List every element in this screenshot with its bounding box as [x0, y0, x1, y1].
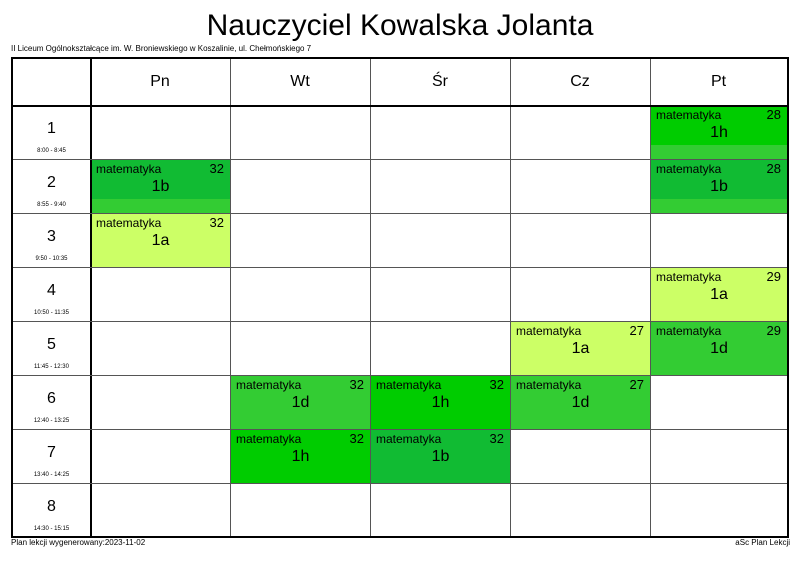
lesson-room: 32 [489, 377, 504, 392]
page-title: Nauczyciel Kowalska Jolanta [206, 9, 594, 42]
period-header: 7 13:40 - 14:25 [13, 429, 90, 483]
lesson-room: 29 [766, 323, 781, 338]
lesson-band [91, 199, 230, 213]
lesson-class: 1d [710, 340, 728, 357]
period-time: 13:40 - 14:25 [33, 472, 70, 478]
period-number: 8 [47, 498, 56, 515]
timetable-grid: matematyka 28 1h matematyka 32 1b matematyka 28… [11, 57, 789, 538]
lesson-class: 1a [151, 232, 170, 249]
lesson-subject: matematyka [376, 432, 442, 446]
lesson-room: 32 [209, 215, 224, 230]
lesson-room: 27 [629, 377, 644, 392]
lesson-cell[interactable]: matematyka 29 1d [651, 322, 787, 375]
period-time: 14:30 - 15:15 [33, 526, 70, 532]
lesson-cell[interactable]: matematyka 28 1b [651, 160, 787, 213]
period-time: 9:50 - 10:35 [35, 256, 68, 262]
lesson-class: 1a [571, 340, 590, 357]
lesson-subject: matematyka [656, 270, 722, 284]
period-time: 11:45 - 12:30 [34, 364, 69, 370]
generated-date: Plan lekcji wygenerowany:2023-11-02 [11, 538, 146, 547]
period-header: 3 9:50 - 10:35 [13, 213, 90, 267]
grid-hline [13, 159, 787, 160]
grid-hline [13, 429, 787, 430]
grid-hline [13, 213, 787, 214]
app-brand: aSc Plan Lekcji [735, 538, 790, 547]
lesson-room: 32 [489, 431, 504, 446]
period-number: 1 [47, 120, 56, 137]
period-number: 6 [47, 390, 56, 407]
period-header: 4 10:50 - 11:35 [13, 267, 90, 321]
period-header: 1 8:00 - 8:45 [13, 105, 90, 159]
lesson-room: 32 [349, 431, 364, 446]
lesson-subject: matematyka [656, 324, 722, 338]
lesson-room: 29 [766, 269, 781, 284]
lesson-subject: matematyka [376, 378, 442, 392]
period-header: 6 12:40 - 13:25 [13, 375, 90, 429]
lesson-subject: matematyka [96, 162, 162, 176]
day-header: Pn [150, 73, 170, 90]
lesson-subject: matematyka [236, 432, 302, 446]
period-number: 5 [47, 336, 56, 353]
period-header: 2 8:55 - 9:40 [13, 159, 90, 213]
lesson-cell[interactable]: matematyka 32 1h [371, 376, 510, 429]
lesson-cell[interactable]: matematyka 32 1h [231, 430, 370, 483]
school-name: II Liceum Ogólnokształcące im. W. Bronie… [11, 44, 312, 53]
period-number: 3 [47, 228, 56, 245]
lesson-subject: matematyka [516, 324, 582, 338]
lesson-subject: matematyka [656, 162, 722, 176]
grid-hline [13, 105, 787, 107]
grid-hline [13, 483, 787, 484]
lesson-cell[interactable]: matematyka 27 1a [511, 322, 650, 375]
period-number: 2 [47, 174, 56, 191]
lesson-subject: matematyka [236, 378, 302, 392]
grid-hline [13, 267, 787, 268]
lesson-class: 1b [151, 178, 170, 195]
grid-hline [13, 375, 787, 376]
lesson-band [651, 145, 787, 159]
lesson-cell[interactable]: matematyka 32 1a [91, 214, 230, 267]
lesson-class: 1b [431, 448, 450, 465]
lesson-subject: matematyka [96, 216, 162, 230]
day-header: Śr [432, 73, 448, 90]
lesson-cell[interactable]: matematyka 27 1d [511, 376, 650, 429]
lesson-cell[interactable]: matematyka 29 1a [651, 268, 787, 321]
period-time: 10:50 - 11:35 [34, 310, 69, 316]
lesson-band [651, 199, 787, 213]
lesson-cell[interactable]: matematyka 32 1d [231, 376, 370, 429]
lesson-class: 1h [291, 448, 310, 465]
lesson-subject: matematyka [516, 378, 582, 392]
period-number: 7 [47, 444, 56, 461]
day-header: Wt [290, 73, 310, 90]
lesson-subject: matematyka [656, 108, 722, 122]
grid-hline [13, 321, 787, 322]
period-number: 4 [47, 282, 56, 299]
lesson-class: 1d [571, 394, 590, 411]
day-header: Pt [710, 73, 727, 90]
grid-vline [90, 59, 92, 536]
lesson-cell[interactable]: matematyka 32 1b [91, 160, 230, 213]
period-time: 8:00 - 8:45 [37, 148, 66, 154]
lesson-room: 27 [629, 323, 644, 338]
grid-vline [230, 59, 231, 536]
lesson-room: 28 [766, 161, 781, 176]
day-header: Cz [570, 73, 590, 90]
lesson-class: 1a [710, 286, 728, 303]
grid-vline [510, 59, 511, 536]
lesson-class: 1d [291, 394, 310, 411]
lesson-cell[interactable]: matematyka 32 1b [371, 430, 510, 483]
lesson-class: 1b [710, 178, 728, 195]
lesson-class: 1h [431, 394, 450, 411]
lesson-cell[interactable]: matematyka 28 1h [651, 106, 787, 159]
lesson-room: 32 [349, 377, 364, 392]
lesson-class: 1h [710, 124, 728, 141]
period-time: 8:55 - 9:40 [37, 202, 66, 208]
period-header: 8 14:30 - 15:15 [13, 483, 90, 536]
period-header: 5 11:45 - 12:30 [13, 321, 90, 375]
grid-vline [650, 59, 651, 536]
lesson-room: 32 [209, 161, 224, 176]
period-time: 12:40 - 13:25 [33, 418, 70, 424]
grid-vline [370, 59, 371, 536]
lesson-room: 28 [766, 107, 781, 122]
